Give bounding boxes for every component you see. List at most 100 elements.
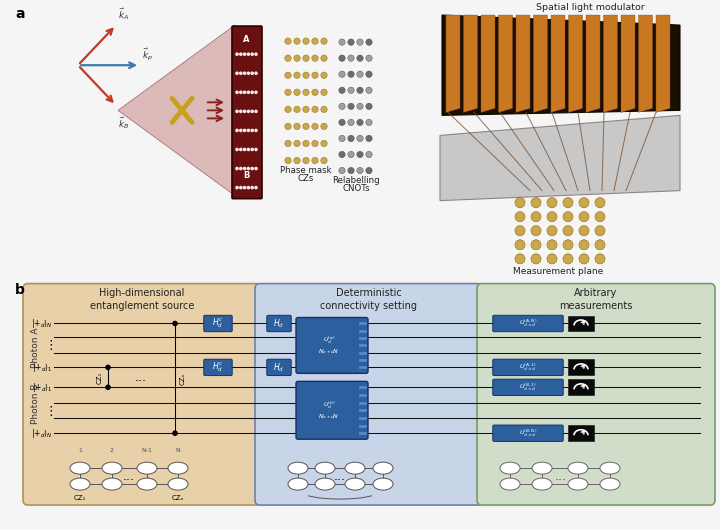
Circle shape — [595, 240, 605, 250]
Circle shape — [339, 39, 345, 46]
Ellipse shape — [373, 478, 393, 490]
FancyBboxPatch shape — [296, 382, 368, 439]
Circle shape — [339, 71, 345, 77]
Text: CZ₁: CZ₁ — [74, 495, 86, 501]
Circle shape — [251, 110, 254, 113]
Polygon shape — [464, 15, 477, 112]
Polygon shape — [639, 15, 652, 112]
Circle shape — [303, 157, 309, 164]
FancyBboxPatch shape — [204, 315, 232, 332]
Circle shape — [366, 103, 372, 110]
Text: Arbitrary
measurements: Arbitrary measurements — [559, 288, 633, 311]
Circle shape — [105, 385, 111, 390]
Circle shape — [595, 211, 605, 222]
Circle shape — [547, 226, 557, 236]
Circle shape — [246, 110, 251, 113]
Circle shape — [243, 129, 246, 132]
Circle shape — [321, 55, 327, 61]
Polygon shape — [621, 15, 635, 112]
Circle shape — [595, 226, 605, 236]
Text: Measurement plane: Measurement plane — [513, 267, 603, 276]
Circle shape — [239, 72, 243, 75]
Ellipse shape — [288, 462, 308, 474]
Circle shape — [235, 186, 239, 189]
Text: N: N — [176, 448, 181, 453]
Circle shape — [321, 72, 327, 78]
Ellipse shape — [315, 478, 335, 490]
Text: $H_d^c$: $H_d^c$ — [212, 317, 224, 330]
Circle shape — [348, 55, 354, 61]
Circle shape — [294, 55, 300, 61]
Text: Relabelling: Relabelling — [332, 175, 380, 184]
Ellipse shape — [532, 478, 552, 490]
Ellipse shape — [345, 478, 365, 490]
Polygon shape — [442, 15, 680, 116]
Circle shape — [357, 135, 363, 142]
Polygon shape — [586, 15, 600, 112]
Circle shape — [251, 129, 254, 132]
Text: Deterministic
connectivity setting: Deterministic connectivity setting — [320, 288, 418, 311]
Circle shape — [321, 38, 327, 45]
Text: ...: ... — [123, 470, 135, 483]
Text: ↗: ↗ — [539, 482, 544, 487]
Circle shape — [531, 240, 541, 250]
Ellipse shape — [288, 478, 308, 490]
Circle shape — [321, 89, 327, 95]
Circle shape — [348, 103, 354, 110]
Circle shape — [303, 38, 309, 45]
Ellipse shape — [137, 478, 157, 490]
Polygon shape — [481, 15, 495, 112]
Circle shape — [285, 123, 291, 130]
Text: $U_d^{(b)}$
$N_{x+d}\!N$: $U_d^{(b)}$ $N_{x+d}\!N$ — [318, 400, 340, 421]
Circle shape — [243, 186, 246, 189]
Circle shape — [243, 52, 246, 56]
Circle shape — [254, 72, 258, 75]
Text: $\vdots$: $\vdots$ — [44, 339, 53, 352]
Ellipse shape — [500, 478, 520, 490]
Circle shape — [239, 52, 243, 56]
Ellipse shape — [373, 462, 393, 474]
Text: $H_d^c$: $H_d^c$ — [212, 360, 224, 374]
Circle shape — [357, 87, 363, 93]
Circle shape — [357, 55, 363, 61]
Circle shape — [515, 198, 525, 208]
Text: $U_{d\times d}^{(A,N)}$: $U_{d\times d}^{(A,N)}$ — [519, 318, 537, 329]
Circle shape — [366, 55, 372, 61]
Polygon shape — [551, 15, 565, 112]
Circle shape — [321, 106, 327, 112]
Text: ↑: ↑ — [608, 466, 613, 471]
Circle shape — [515, 254, 525, 264]
Circle shape — [579, 240, 589, 250]
Circle shape — [515, 226, 525, 236]
Circle shape — [312, 55, 318, 61]
Text: B: B — [243, 171, 249, 180]
Polygon shape — [656, 15, 670, 112]
Circle shape — [563, 198, 573, 208]
Circle shape — [321, 140, 327, 147]
Circle shape — [366, 151, 372, 158]
Ellipse shape — [137, 462, 157, 474]
Ellipse shape — [102, 478, 122, 490]
Text: ↗: ↗ — [539, 466, 544, 471]
Circle shape — [366, 119, 372, 126]
Text: 2: 2 — [110, 448, 114, 453]
Circle shape — [531, 254, 541, 264]
Text: A: A — [243, 34, 249, 43]
Circle shape — [251, 186, 254, 189]
Circle shape — [366, 71, 372, 77]
Circle shape — [339, 167, 345, 174]
Circle shape — [285, 106, 291, 112]
Text: N-1: N-1 — [142, 466, 153, 471]
Polygon shape — [603, 15, 618, 112]
Circle shape — [348, 151, 354, 158]
Circle shape — [563, 211, 573, 222]
FancyBboxPatch shape — [255, 284, 483, 505]
Text: a: a — [15, 7, 24, 21]
Text: N-1: N-1 — [142, 482, 153, 487]
Ellipse shape — [600, 478, 620, 490]
Circle shape — [312, 157, 318, 164]
Circle shape — [254, 110, 258, 113]
Ellipse shape — [168, 462, 188, 474]
Ellipse shape — [500, 462, 520, 474]
Text: Photon A: Photon A — [32, 327, 40, 368]
